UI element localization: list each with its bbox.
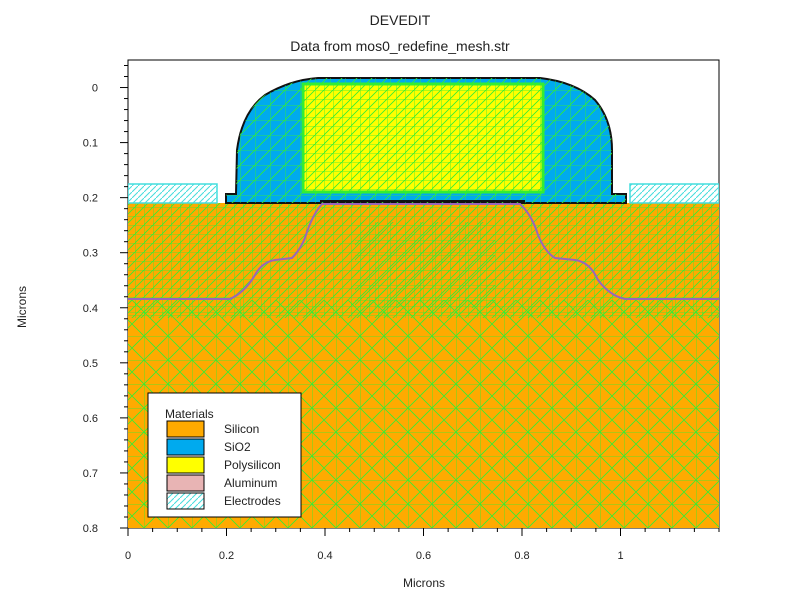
y-tick-label: 0.7 <box>83 468 98 480</box>
junction-line <box>128 203 719 300</box>
x-tick-label: 1 <box>617 550 623 562</box>
legend-label: Silicon <box>224 422 259 436</box>
y-tick-label: 0.3 <box>83 248 98 260</box>
legend: Materials Silicon SiO2 Polysilicon Aluminum… <box>147 392 302 518</box>
y-tick-label: 0.4 <box>83 303 98 315</box>
legend-label: Electrodes <box>224 494 281 508</box>
y-tick-label: 0.8 <box>83 523 98 535</box>
y-axis: 0 0.1 0.2 0.3 0.4 0.5 0.6 0.7 0.8 <box>83 65 128 535</box>
channel-mesh <box>355 222 495 308</box>
y-tick-label: 0.6 <box>83 413 98 425</box>
x-tick-label: 0 <box>125 550 131 562</box>
app-title: DEVEDIT <box>369 12 431 28</box>
y-tick-label: 0.2 <box>83 193 98 205</box>
legend-swatch <box>166 456 205 474</box>
x-tick-label: 0.6 <box>416 550 431 562</box>
legend-label: SiO2 <box>224 440 251 454</box>
x-tick-label: 0.4 <box>317 550 332 562</box>
legend-swatch <box>166 420 205 438</box>
legend-swatch <box>166 492 205 510</box>
x-axis-label: Microns <box>402 576 445 590</box>
poly-mesh <box>303 84 543 192</box>
legend-title: Materials <box>165 407 214 421</box>
x-tick-label: 0.2 <box>219 550 234 562</box>
legend-swatch <box>166 474 205 492</box>
legend-label: Aluminum <box>224 476 277 490</box>
y-tick-label: 0 <box>92 83 98 95</box>
left-electrode <box>128 183 218 204</box>
right-electrode <box>629 183 719 204</box>
plot-subtitle: Data from mos0_redefine_mesh.str <box>290 38 510 54</box>
x-tick-label: 0.8 <box>514 550 529 562</box>
legend-swatch <box>166 438 205 456</box>
y-axis-label: Microns <box>15 286 29 329</box>
y-tick-label: 0.1 <box>83 138 98 150</box>
legend-label: Polysilicon <box>224 458 281 472</box>
y-tick-label: 0.5 <box>83 358 98 370</box>
poly-outline <box>301 82 545 194</box>
x-axis: 0 0.2 0.4 0.6 0.8 1 <box>125 528 720 562</box>
